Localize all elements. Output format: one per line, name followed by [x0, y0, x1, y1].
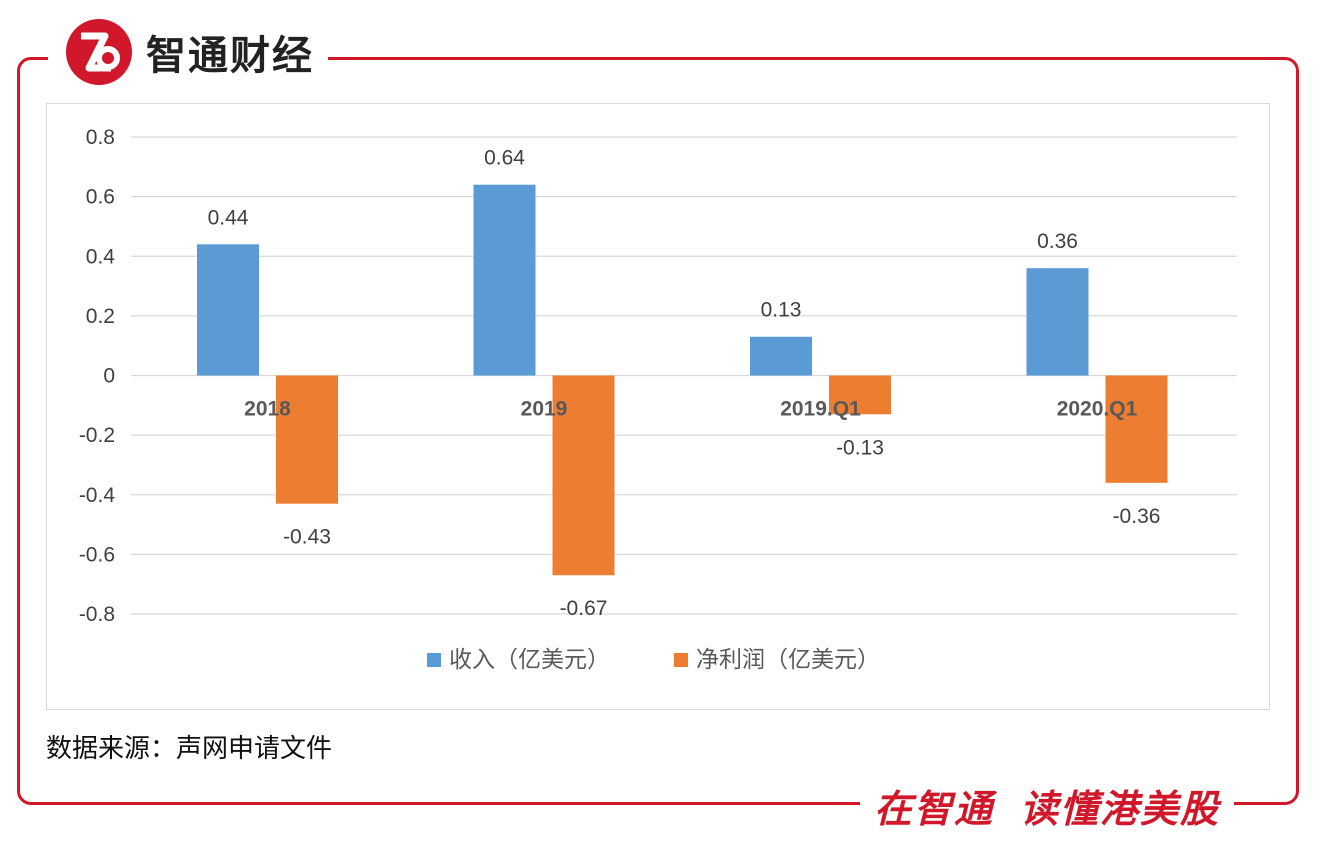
data-label: -0.67	[560, 597, 608, 620]
brand-name: 智通财经	[146, 33, 314, 79]
slogan-left: 在智通	[874, 786, 995, 831]
slogan-right: 读懂港美股	[1020, 786, 1221, 831]
data-source-note: 数据来源：声网申请文件	[46, 734, 333, 764]
bar-revenue	[750, 336, 812, 376]
y-tick-label: -0.2	[79, 424, 115, 447]
bar-chart: 0.8 0.6 0.4 0.2 0 -0.2 -0.4 -0.6 -0.8 0.44 -0.43 20…	[79, 126, 1237, 673]
y-tick-label: 0.2	[86, 305, 115, 328]
legend-swatch-1	[674, 653, 688, 667]
y-tick-label: -0.4	[79, 484, 116, 507]
chart-panel: 0.8 0.6 0.4 0.2 0 -0.2 -0.4 -0.6 -0.8 0.44 -0.43 20…	[46, 103, 1270, 710]
zhitong-logo-icon	[66, 19, 132, 85]
y-tick-label: -0.8	[79, 603, 115, 626]
legend-label: 收入（亿美元）	[449, 647, 610, 673]
bar-net-profit	[829, 375, 891, 415]
data-label: 0.64	[484, 147, 525, 170]
data-label: 0.36	[1037, 230, 1078, 253]
data-label: -0.43	[283, 526, 331, 549]
legend-swatch-0	[427, 653, 441, 667]
data-label: 0.44	[208, 206, 249, 229]
bar-net-profit	[1105, 375, 1168, 483]
red-frame	[17, 57, 1299, 805]
bar-revenue	[473, 184, 536, 376]
bar-net-profit	[552, 375, 615, 576]
y-tick-label: 0.6	[86, 186, 115, 209]
x-category-label: 2019.Q1	[780, 398, 861, 421]
bar-net-profit	[276, 375, 338, 504]
data-label: -0.36	[1113, 505, 1161, 528]
data-label: 0.13	[761, 299, 802, 322]
y-tick-label: 0.4	[86, 245, 116, 268]
slogan: 在智通 读懂港美股	[860, 782, 1235, 831]
y-tick-label: -0.6	[79, 543, 115, 566]
brand-header: 智通财经	[48, 12, 328, 92]
data-label: -0.13	[836, 436, 884, 459]
y-tick-label: 0	[103, 365, 115, 388]
bar-revenue	[1026, 268, 1089, 376]
legend-label: 净利润（亿美元）	[696, 647, 880, 673]
y-tick-label: 0.8	[86, 126, 115, 149]
bar-revenue	[197, 244, 259, 376]
x-category-label: 2020.Q1	[1057, 398, 1138, 421]
x-category-label: 2019	[521, 398, 568, 421]
x-category-label: 2018	[244, 398, 291, 421]
